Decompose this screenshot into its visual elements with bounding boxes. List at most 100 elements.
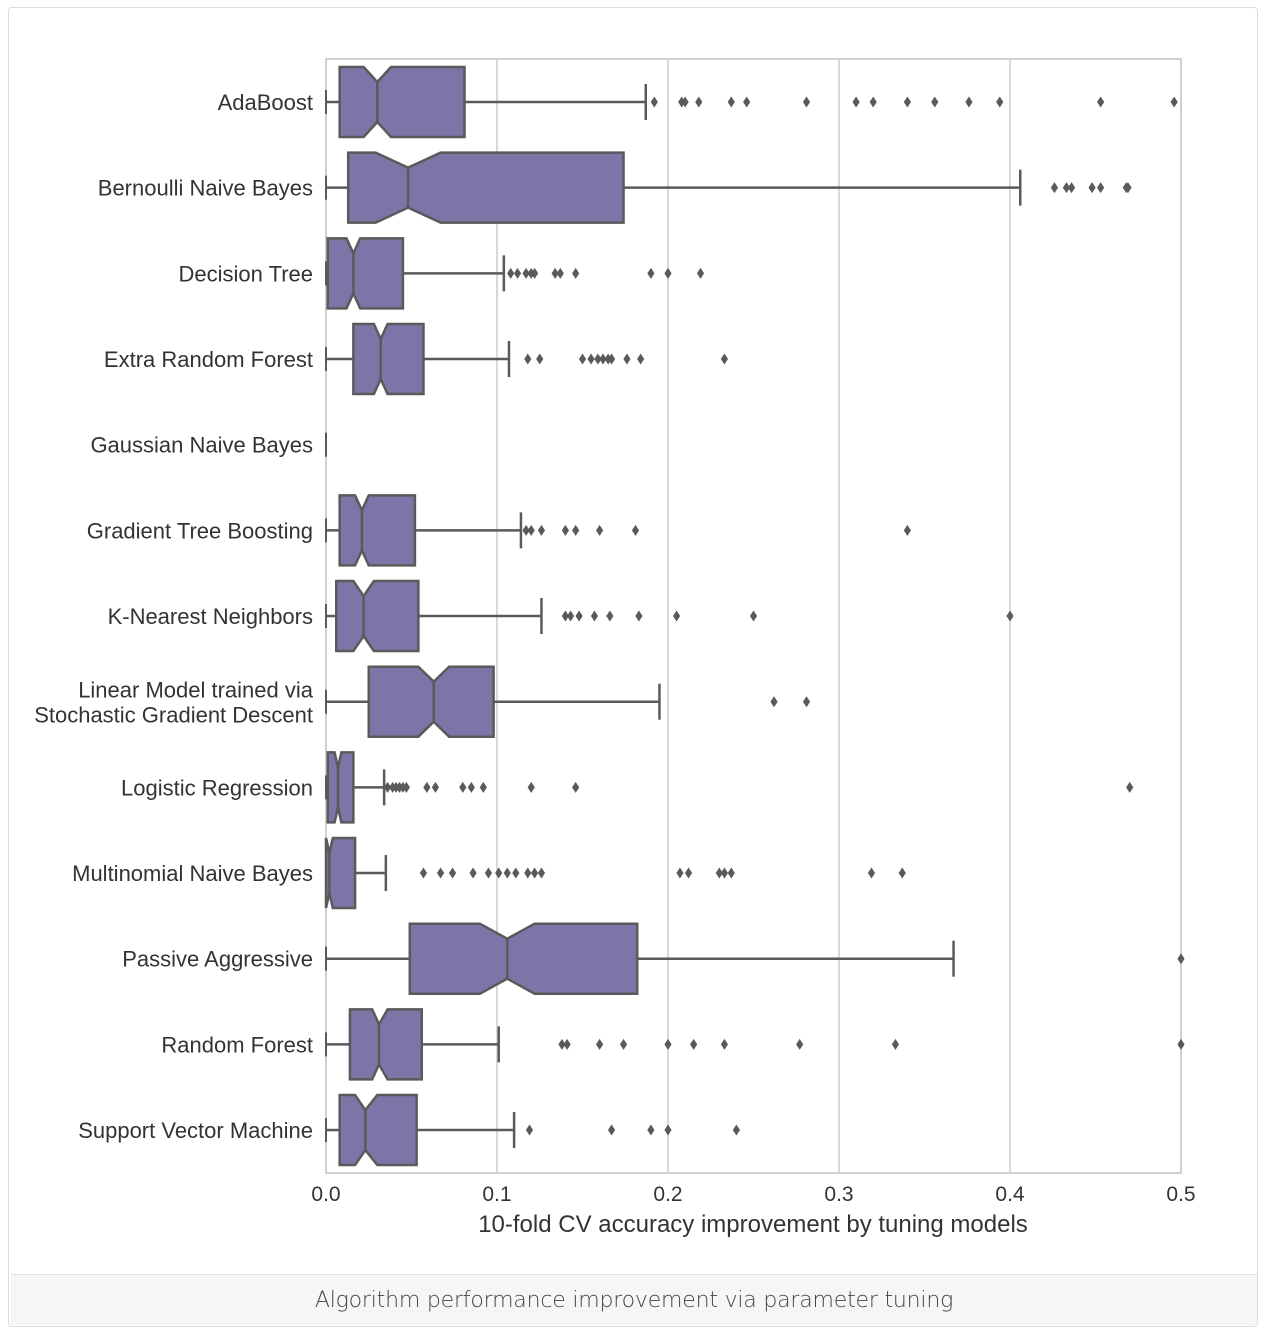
outlier-point [525, 1124, 534, 1136]
box [346, 151, 625, 224]
outlier-point [1124, 182, 1132, 194]
outlier-point [749, 610, 758, 622]
outlier-point [635, 610, 643, 622]
box-group [325, 151, 1132, 224]
x-tick-label: 0.1 [482, 1183, 511, 1206]
box [352, 322, 425, 396]
outlier-point [1006, 610, 1014, 622]
outlier-point [690, 1038, 698, 1050]
category-label: Bernoulli Naive Bayes [98, 176, 313, 201]
box [348, 1008, 424, 1081]
outlier-point [664, 267, 672, 279]
category-label: Linear Model trained via Stochastic Gradi… [34, 678, 314, 728]
box-group [325, 237, 705, 310]
category-label: Gradient Tree Boosting [87, 518, 313, 543]
box [335, 579, 420, 653]
outlier-point [561, 524, 569, 536]
outlier-point [802, 696, 811, 708]
outlier-point [551, 267, 559, 279]
box [338, 1093, 418, 1167]
outlier-point [802, 96, 811, 108]
outlier-point [619, 1038, 628, 1050]
category-label: Support Vector Machine [78, 1118, 313, 1143]
outlier-point [852, 96, 860, 108]
outlier-point [563, 1038, 571, 1050]
outlier-point [512, 867, 520, 879]
outlier-point [423, 781, 431, 793]
outlier-point [431, 781, 440, 793]
outlier-point [572, 267, 580, 279]
outlier-point [469, 867, 477, 879]
box-group [324, 836, 906, 910]
outlier-point [796, 1038, 804, 1050]
box [367, 665, 495, 738]
outlier-point [869, 96, 877, 108]
outlier-point [931, 96, 939, 108]
x-tick-label: 0.2 [653, 1183, 682, 1206]
outlier-point [770, 696, 778, 708]
outlier-point [720, 353, 729, 365]
box-group [325, 665, 811, 738]
outlier-point [743, 96, 751, 108]
outlier-point [572, 781, 580, 793]
outlier-point [419, 867, 428, 879]
outlier-point [891, 1038, 900, 1050]
box [326, 237, 405, 310]
outlier-point [594, 353, 602, 365]
outlier-point [996, 96, 1004, 108]
outlier-point [650, 96, 658, 108]
outlier-point [522, 524, 530, 536]
outlier-point [513, 267, 522, 279]
outlier-point [727, 867, 735, 879]
category-label: Multinomial Naive Bayes [72, 861, 313, 886]
outlier-point [867, 867, 876, 879]
outlier-point [695, 96, 703, 108]
outlier-point [1067, 182, 1076, 194]
outlier-point [606, 610, 614, 622]
category-label: Gaussian Naive Bayes [90, 433, 313, 458]
outlier-point [537, 524, 546, 536]
box-group [325, 494, 911, 567]
box [324, 836, 357, 910]
outlier-point [524, 353, 532, 365]
outlier-point [1177, 953, 1185, 965]
outlier-point [637, 353, 645, 365]
outlier-point [531, 867, 539, 879]
outlier-point [720, 867, 729, 879]
outlier-point [672, 610, 681, 622]
x-axis-label: 10-fold CV accuracy improvement by tunin… [478, 1211, 1028, 1238]
outlier-point [727, 96, 735, 108]
outlier-point [596, 1038, 604, 1050]
x-tick-label: 0.0 [311, 1183, 340, 1206]
outlier-point [1088, 182, 1096, 194]
outlier-point [575, 610, 583, 622]
box-group [325, 922, 1185, 995]
figure-caption: Algorithm performance improvement via pa… [314, 1287, 954, 1313]
box-group [325, 322, 729, 396]
outlier-point [402, 781, 410, 793]
outlier-point [383, 781, 392, 793]
caption-bar: Algorithm performance improvement via pa… [11, 1274, 1257, 1325]
outlier-point [696, 267, 705, 279]
category-label: AdaBoost [218, 90, 313, 115]
box-group [325, 579, 1014, 653]
outlier-point [556, 267, 564, 279]
category-labels: AdaBoost Bernoulli Naive Bayes Decision Tr… [34, 90, 314, 1143]
category-label: Passive Aggressive [122, 947, 313, 972]
outlier-point [1170, 96, 1178, 108]
box-group [325, 65, 1178, 139]
outlier-point [495, 867, 503, 879]
outlier-point [459, 781, 467, 793]
outlier-point [684, 867, 693, 879]
outlier-point [578, 353, 587, 365]
outlier-point [676, 867, 684, 879]
figure-frame [8, 7, 1258, 1327]
outlier-point [590, 610, 599, 622]
category-label-line: Stochastic Gradient Descent [34, 703, 313, 728]
outlier-point [1177, 1038, 1185, 1050]
outlier-point [436, 867, 445, 879]
box [338, 65, 466, 139]
outlier-point [524, 867, 532, 879]
outlier-point [1097, 96, 1105, 108]
outlier-point [664, 1124, 672, 1136]
